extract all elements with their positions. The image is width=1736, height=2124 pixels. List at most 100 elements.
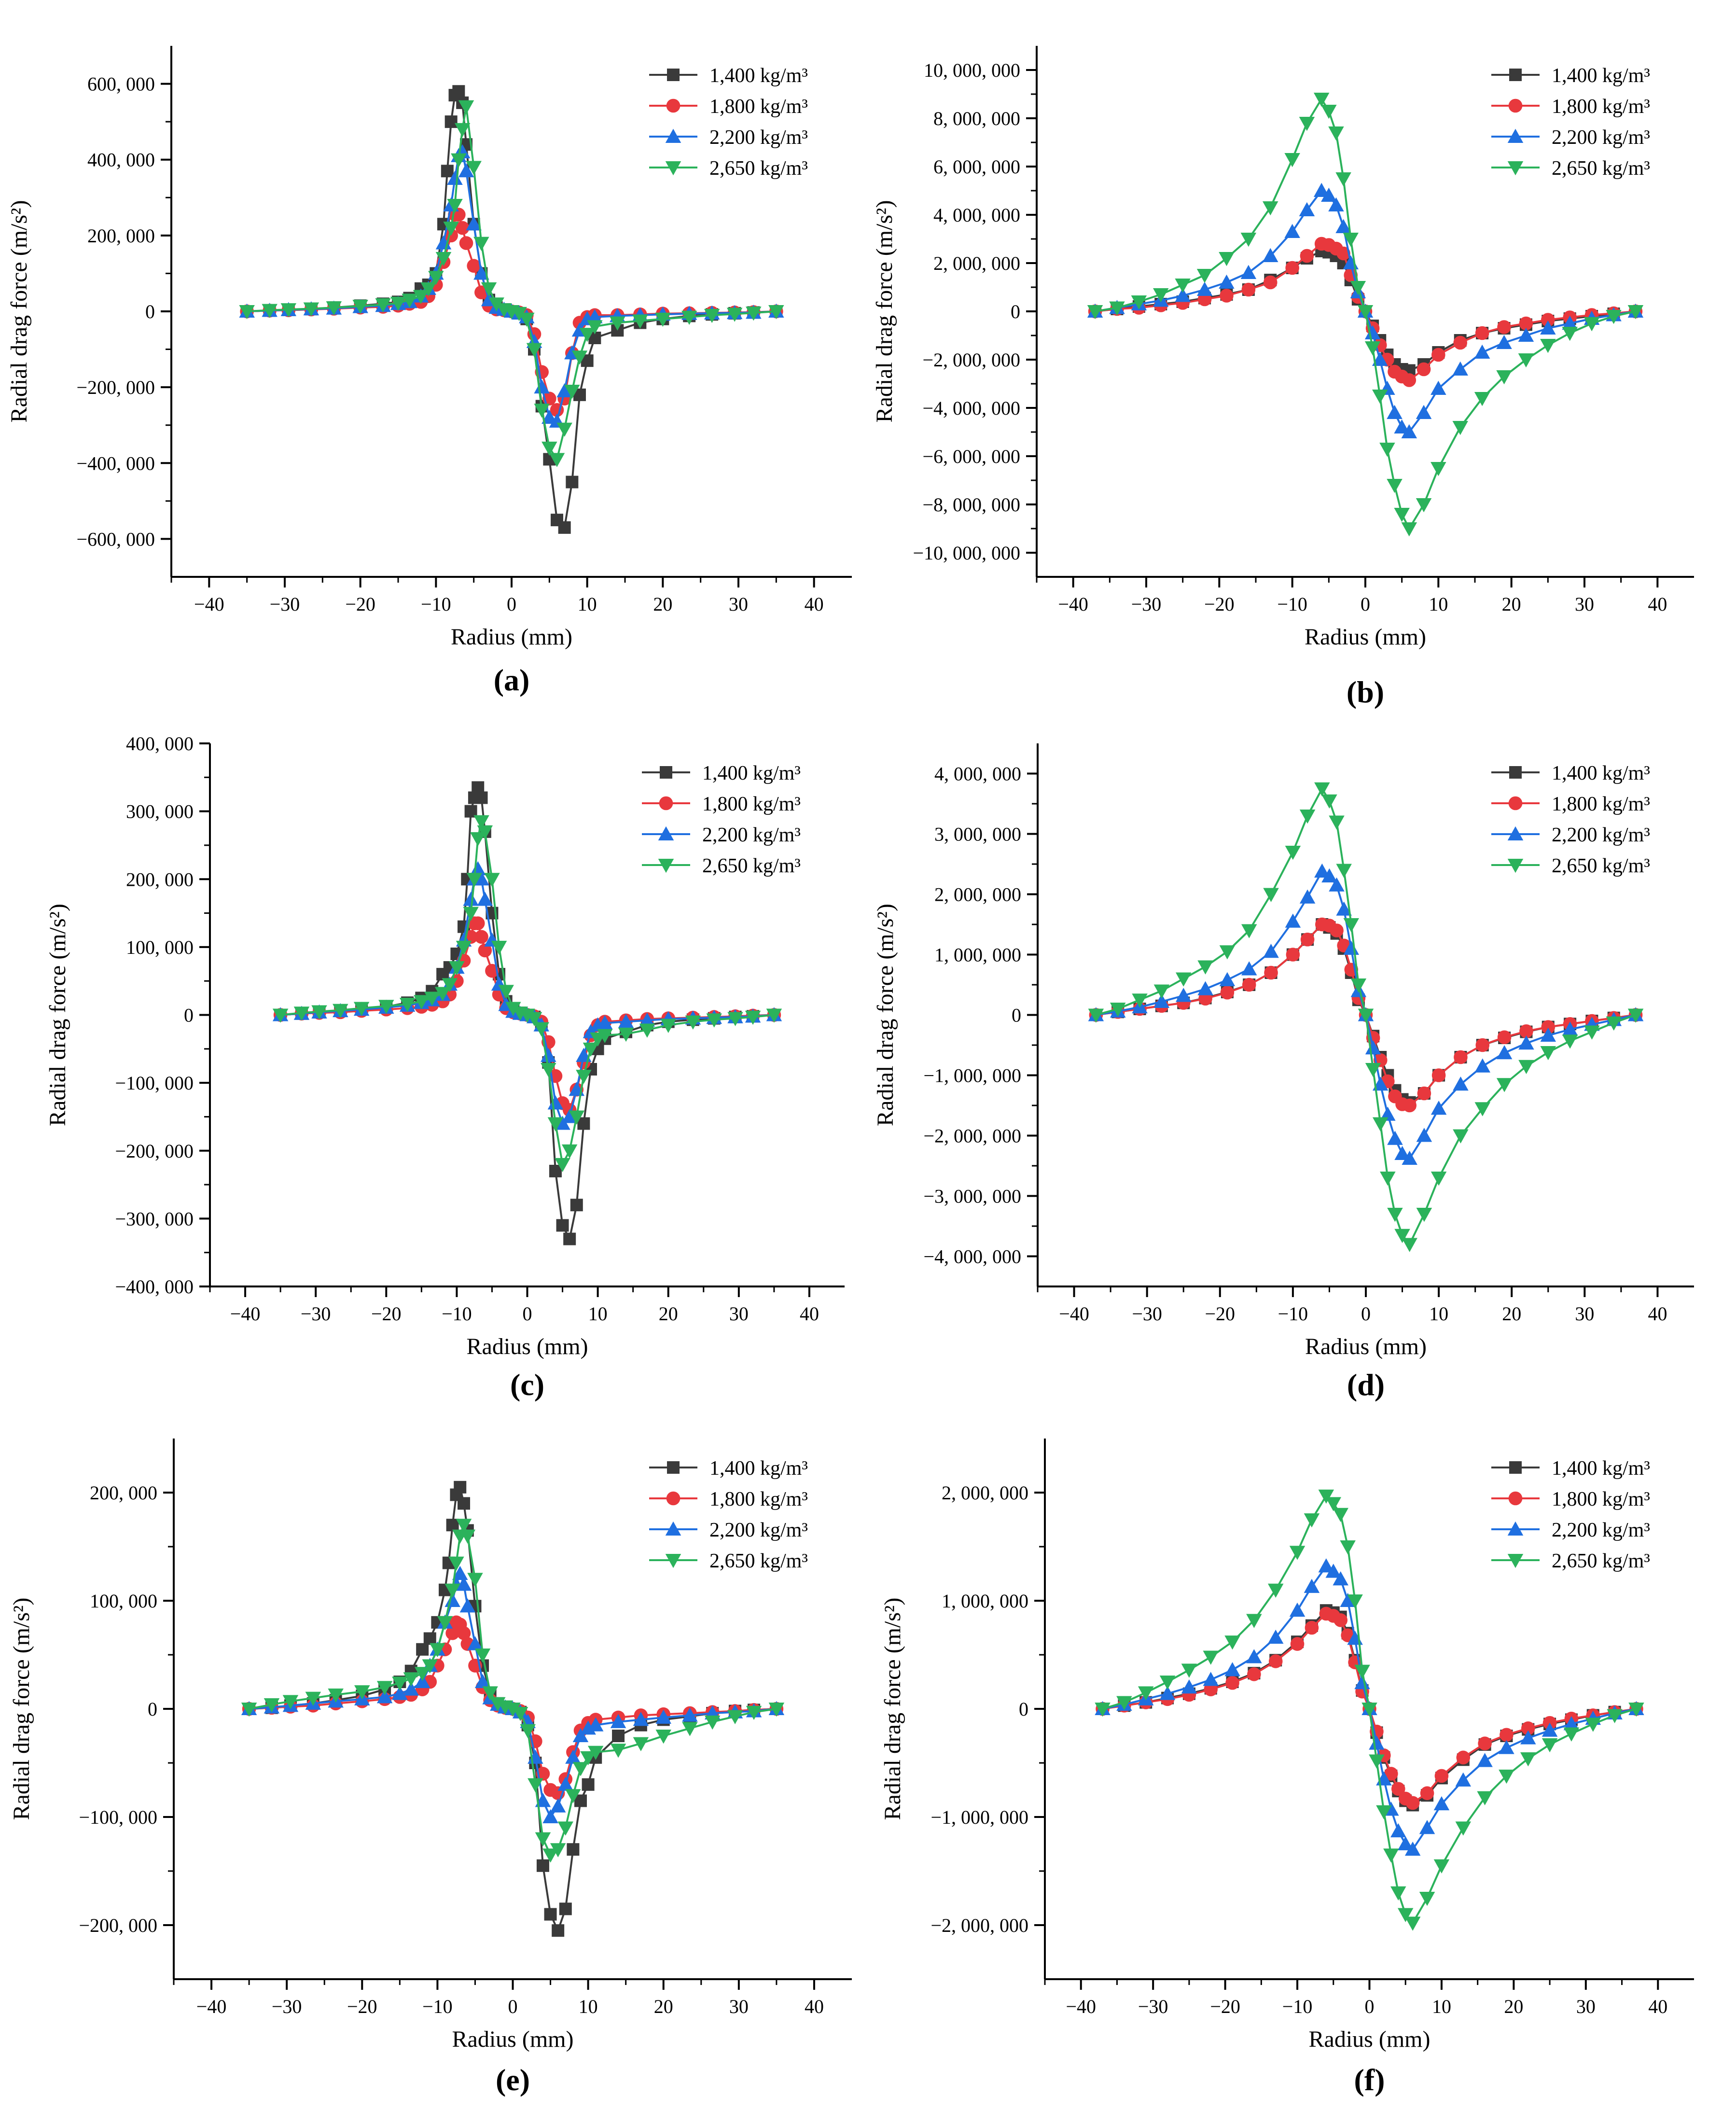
legend-marker: [1507, 1521, 1524, 1536]
data-point: [1219, 274, 1235, 289]
data-point: [1434, 1769, 1449, 1783]
legend-label: 2,200 kg/m³: [1552, 1519, 1650, 1541]
x-tick-label: 40: [1648, 1996, 1667, 2017]
y-tick-label: 0: [184, 1005, 194, 1026]
panel-label: (d): [1347, 1368, 1385, 1402]
data-point: [452, 1565, 468, 1580]
legend-marker: [1509, 69, 1522, 81]
data-point: [1394, 508, 1410, 522]
data-point: [1454, 1050, 1468, 1064]
x-tick-label: −20: [371, 1303, 402, 1325]
x-tick-label: 40: [805, 593, 824, 615]
data-point: [392, 1686, 408, 1700]
data-point: [1496, 1078, 1513, 1092]
data-point: [1354, 1675, 1370, 1690]
data-point: [375, 298, 391, 313]
data-point: [1314, 863, 1330, 878]
legend-marker: [666, 98, 681, 113]
data-point: [1477, 1791, 1493, 1805]
data-point: [534, 379, 550, 394]
data-point: [505, 1002, 521, 1016]
data-point: [610, 1714, 626, 1728]
data-point: [1328, 126, 1344, 141]
data-point: [682, 1707, 698, 1722]
data-point: [1329, 815, 1345, 830]
data-point: [1219, 972, 1236, 986]
data-point: [456, 1519, 472, 1533]
data-point: [1521, 1721, 1535, 1735]
panel-label: (f): [1354, 2063, 1385, 2097]
data-point: [555, 1158, 570, 1173]
data-point: [1299, 889, 1316, 904]
data-point: [1333, 1571, 1348, 1586]
y-tick-label: 3, 000, 000: [934, 824, 1021, 845]
data-point: [1518, 1035, 1534, 1050]
data-point: [1431, 1068, 1446, 1082]
data-point: [587, 309, 603, 323]
data-point: [1286, 948, 1300, 962]
y-tick-label: −200, 000: [79, 1914, 157, 1936]
x-tick-label: −20: [1204, 593, 1235, 615]
data-point: [353, 1002, 370, 1016]
data-point: [1401, 522, 1417, 537]
y-axis-label: Radial drag force (m/s²): [873, 904, 898, 1126]
data-point: [542, 1809, 558, 1823]
data-point: [569, 1110, 585, 1125]
data-point: [561, 1109, 578, 1123]
y-tick-label: 4, 000, 000: [933, 204, 1020, 226]
data-point: [549, 453, 565, 467]
data-point: [582, 1778, 595, 1791]
data-point: [1299, 202, 1315, 216]
data-point: [1387, 1208, 1403, 1222]
data-point: [1225, 1676, 1239, 1690]
legend-marker: [660, 766, 672, 779]
y-tick-label: 4, 000, 000: [934, 763, 1021, 785]
legend-marker: [665, 1521, 681, 1536]
legend-label: 1,800 kg/m³: [709, 1488, 808, 1510]
data-point: [1585, 1718, 1601, 1732]
data-point: [1417, 362, 1431, 377]
legend-label: 1,400 kg/m³: [709, 1457, 808, 1480]
x-tick-label: 0: [507, 593, 516, 615]
x-tick-label: 0: [1361, 593, 1370, 615]
x-axis-label: Radius (mm): [467, 1334, 588, 1359]
data-point: [1542, 1738, 1558, 1753]
data-point: [1518, 327, 1534, 342]
x-tick-label: 20: [1502, 593, 1521, 615]
data-point: [414, 1674, 431, 1688]
legend-label: 2,650 kg/m³: [709, 157, 808, 180]
data-point: [470, 861, 486, 876]
data-point: [390, 296, 406, 311]
x-tick-label: −10: [422, 1996, 453, 2017]
data-point: [1405, 1796, 1420, 1810]
data-point: [579, 328, 595, 342]
data-point: [1477, 1753, 1493, 1767]
data-point: [1246, 1614, 1262, 1628]
data-point: [241, 1703, 257, 1717]
x-tick-label: −20: [1210, 1996, 1240, 2017]
x-tick-label: −10: [442, 1303, 472, 1325]
legend-label: 2,650 kg/m³: [709, 1550, 808, 1572]
data-point: [1369, 1754, 1385, 1769]
data-point: [1314, 782, 1330, 796]
x-tick-label: 10: [578, 593, 597, 615]
data-point: [1496, 1045, 1513, 1060]
data-point: [557, 1821, 574, 1836]
data-point: [1452, 421, 1468, 435]
data-point: [528, 1778, 543, 1793]
legend-label: 1,400 kg/m³: [1552, 762, 1650, 784]
data-point: [655, 312, 671, 327]
data-point: [1175, 988, 1192, 1002]
data-point: [378, 1000, 394, 1014]
data-point: [1540, 1027, 1556, 1042]
data-point: [1496, 335, 1512, 349]
data-point: [376, 1681, 393, 1695]
data-point: [1264, 965, 1278, 980]
data-point: [1313, 93, 1330, 107]
data-point: [526, 343, 542, 357]
x-tick-label: −40: [230, 1303, 261, 1325]
data-point: [1325, 1564, 1342, 1578]
data-point: [1132, 993, 1148, 1008]
data-point: [1416, 498, 1432, 513]
data-point: [1357, 305, 1374, 320]
